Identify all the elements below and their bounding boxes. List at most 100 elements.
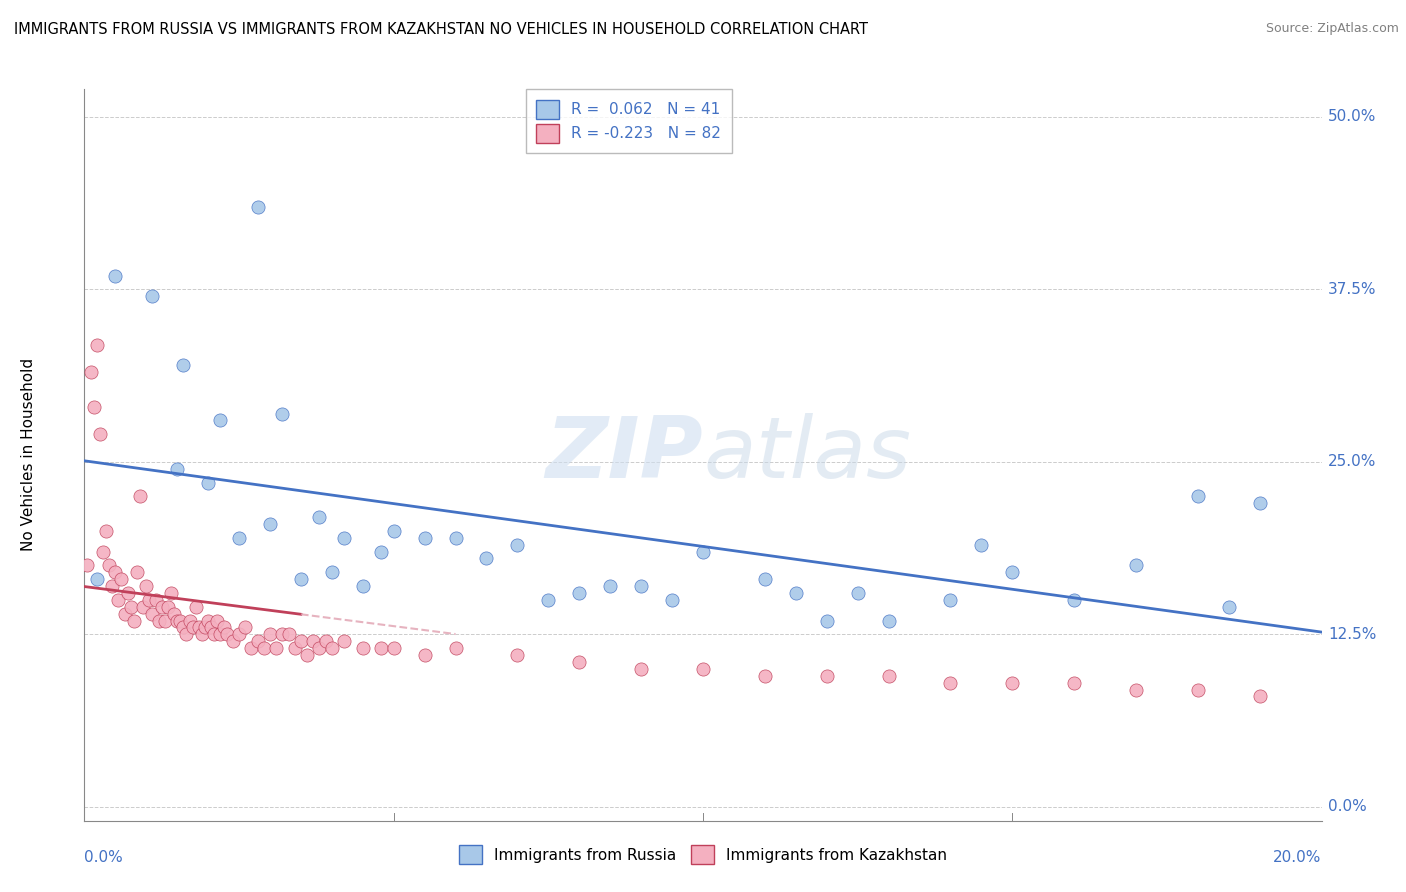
Point — [259, 516, 281, 531]
Point — [156, 599, 179, 614]
Point — [444, 641, 467, 656]
Point — [253, 641, 276, 656]
Point — [110, 572, 132, 586]
Point — [1187, 489, 1209, 503]
Point — [259, 627, 281, 641]
Point — [568, 586, 591, 600]
Point — [277, 627, 299, 641]
Point — [148, 614, 170, 628]
Point — [233, 620, 256, 634]
Point — [184, 599, 207, 614]
Point — [125, 566, 148, 580]
Point — [1187, 682, 1209, 697]
Point — [194, 620, 217, 634]
Point — [382, 524, 405, 538]
Point — [120, 599, 142, 614]
Point — [181, 620, 204, 634]
Point — [1218, 599, 1240, 614]
Text: No Vehicles in Household: No Vehicles in Household — [21, 359, 37, 551]
Point — [209, 627, 232, 641]
Point — [692, 662, 714, 676]
Text: 0.0%: 0.0% — [1327, 799, 1367, 814]
Point — [197, 475, 219, 490]
Point — [321, 641, 343, 656]
Point — [290, 572, 312, 586]
Point — [475, 551, 498, 566]
Point — [661, 592, 683, 607]
Point — [172, 358, 194, 372]
Point — [122, 614, 145, 628]
Point — [352, 579, 374, 593]
Point — [1125, 682, 1147, 697]
Text: Source: ZipAtlas.com: Source: ZipAtlas.com — [1265, 22, 1399, 36]
Point — [754, 572, 776, 586]
Point — [141, 607, 163, 621]
Point — [846, 586, 869, 600]
Point — [101, 579, 124, 593]
Point — [315, 634, 337, 648]
Point — [104, 566, 127, 580]
Point — [568, 655, 591, 669]
Point — [215, 627, 238, 641]
Point — [83, 400, 105, 414]
Point — [200, 620, 222, 634]
Point — [104, 268, 127, 283]
Point — [352, 641, 374, 656]
Point — [228, 531, 250, 545]
Point — [222, 634, 245, 648]
Point — [333, 634, 356, 648]
Point — [187, 620, 209, 634]
Point — [117, 586, 139, 600]
Point — [150, 599, 173, 614]
Point — [939, 592, 962, 607]
Point — [209, 413, 232, 427]
Legend: Immigrants from Russia, Immigrants from Kazakhstan: Immigrants from Russia, Immigrants from … — [451, 838, 955, 871]
Point — [129, 489, 152, 503]
Point — [877, 669, 900, 683]
Point — [302, 634, 325, 648]
Point — [246, 634, 269, 648]
Point — [370, 641, 392, 656]
Point — [970, 538, 993, 552]
Point — [537, 592, 560, 607]
Point — [191, 627, 214, 641]
Point — [754, 669, 776, 683]
Point — [160, 586, 183, 600]
Point — [815, 614, 838, 628]
Point — [197, 614, 219, 628]
Point — [79, 365, 101, 379]
Point — [166, 614, 188, 628]
Point — [333, 531, 356, 545]
Point — [141, 289, 163, 303]
Point — [382, 641, 405, 656]
Point — [172, 620, 194, 634]
Point — [1063, 592, 1085, 607]
Text: 12.5%: 12.5% — [1327, 627, 1376, 642]
Point — [246, 200, 269, 214]
Point — [284, 641, 307, 656]
Text: 37.5%: 37.5% — [1327, 282, 1376, 297]
Point — [98, 558, 121, 573]
Point — [114, 607, 136, 621]
Point — [169, 614, 191, 628]
Point — [145, 592, 167, 607]
Point — [308, 510, 330, 524]
Point — [91, 544, 114, 558]
Point — [163, 607, 186, 621]
Point — [86, 572, 108, 586]
Point — [89, 427, 111, 442]
Point — [153, 614, 176, 628]
Point — [207, 614, 229, 628]
Point — [413, 648, 436, 662]
Point — [107, 592, 129, 607]
Point — [630, 579, 652, 593]
Point — [1125, 558, 1147, 573]
Point — [135, 579, 157, 593]
Point — [264, 641, 287, 656]
Text: 0.0%: 0.0% — [84, 850, 124, 865]
Point — [166, 461, 188, 475]
Point — [444, 531, 467, 545]
Text: atlas: atlas — [703, 413, 911, 497]
Text: IMMIGRANTS FROM RUSSIA VS IMMIGRANTS FROM KAZAKHSTAN NO VEHICLES IN HOUSEHOLD CO: IMMIGRANTS FROM RUSSIA VS IMMIGRANTS FRO… — [14, 22, 868, 37]
Point — [630, 662, 652, 676]
